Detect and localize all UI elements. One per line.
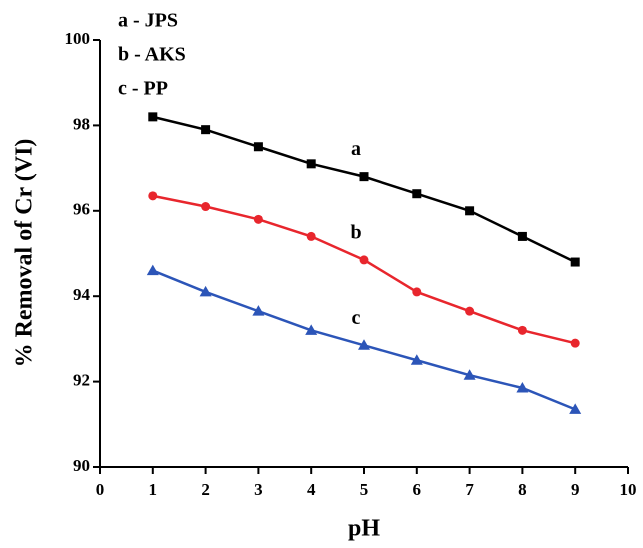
marker <box>412 189 422 199</box>
y-tick-label: 96 <box>73 200 90 219</box>
x-tick-label: 0 <box>96 480 105 499</box>
marker <box>201 125 211 135</box>
marker <box>199 285 212 297</box>
marker <box>201 202 211 212</box>
x-tick-label: 2 <box>201 480 210 499</box>
x-axis-title: pH <box>348 516 380 542</box>
marker <box>358 339 370 350</box>
x-tick-label: 9 <box>571 480 580 499</box>
marker <box>146 264 159 276</box>
x-tick-label: 7 <box>465 480 474 499</box>
marker <box>306 159 316 169</box>
marker <box>463 369 476 380</box>
marker <box>359 255 369 265</box>
y-tick-label: 98 <box>73 114 90 133</box>
x-tick-label: 4 <box>307 480 316 499</box>
x-tick-label: 8 <box>518 480 527 499</box>
y-tick-label: 100 <box>65 29 91 48</box>
marker <box>465 306 475 316</box>
x-tick-label: 10 <box>620 480 637 499</box>
y-axis-title: % Removal of Cr (VI) <box>12 139 38 368</box>
marker <box>516 382 529 393</box>
marker <box>410 354 423 365</box>
marker <box>517 231 527 241</box>
marker <box>252 305 265 316</box>
legend-entry: b - AKS <box>118 44 186 66</box>
marker <box>412 287 422 297</box>
legend-entry: a - JPS <box>118 10 178 32</box>
marker <box>570 338 580 348</box>
marker <box>359 172 369 182</box>
marker <box>148 191 158 201</box>
series-annotation: c <box>352 307 361 329</box>
x-tick-label: 3 <box>254 480 263 499</box>
marker <box>305 324 318 335</box>
marker <box>306 231 316 241</box>
marker <box>253 214 263 224</box>
marker <box>569 403 582 414</box>
marker <box>465 206 475 216</box>
series-annotation: a <box>351 138 361 160</box>
marker <box>517 325 527 335</box>
x-tick-label: 5 <box>360 480 369 499</box>
x-tick-label: 6 <box>413 480 422 499</box>
marker <box>253 142 263 152</box>
y-tick-label: 90 <box>73 456 90 475</box>
series-line <box>152 194 576 345</box>
y-tick-label: 92 <box>73 371 90 390</box>
marker <box>570 257 580 267</box>
marker <box>148 112 158 122</box>
series-annotation: b <box>350 221 361 243</box>
series-line <box>152 115 576 264</box>
x-tick-label: 1 <box>149 480 158 499</box>
legend-entry: c - PP <box>118 78 168 100</box>
y-tick-label: 94 <box>73 285 91 304</box>
